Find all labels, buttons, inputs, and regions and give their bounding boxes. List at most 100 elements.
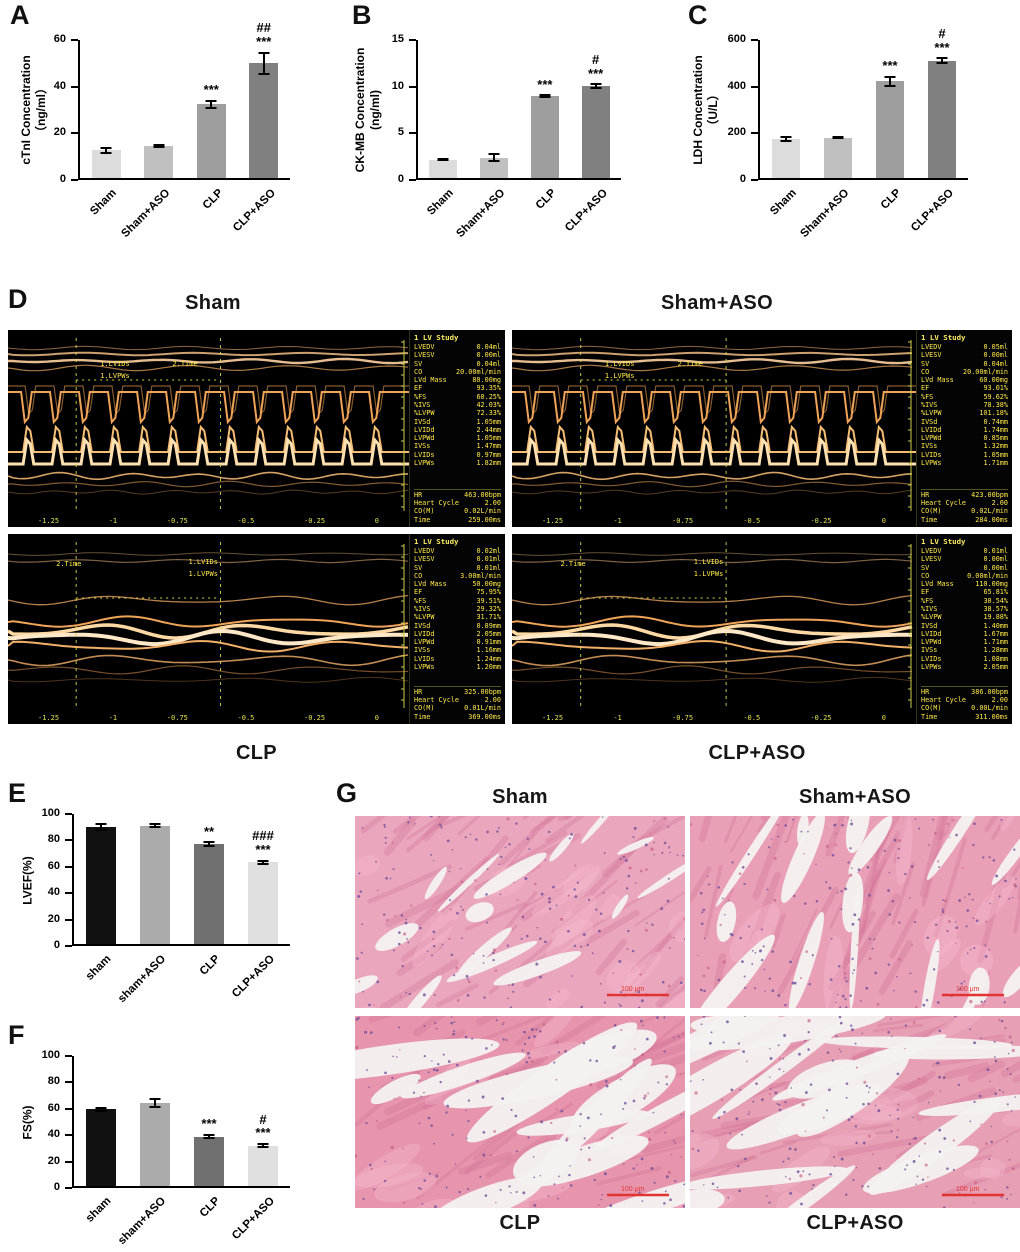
echo-param-key: CO [921,367,930,376]
x-label-cell: CLP [104,1195,223,1252]
echo-param-key: %FS [414,596,427,605]
scale-bar-label: 100 μm [621,1186,645,1193]
bar-chart-fs: *** # *** 0 20 40 60 80 100 FS(%) sham sham+ASO CLP C… [12,1026,332,1252]
error-bar [100,823,102,831]
y-axis-label-line: FS(%) [20,1105,35,1139]
y-tick-mark [65,813,72,815]
y-tick-mark [65,1134,72,1137]
echo-footer-value: 2.00 [484,696,501,705]
error-bar [100,1106,102,1112]
echo-param: %FS 59.62% [921,393,1008,401]
echo-time-tick: -0.25 [810,517,832,525]
y-axis-label-line: CK-MB Concentration [353,47,367,173]
y-tick-label: 100 [41,1049,60,1061]
echo-footer-key: HR [921,490,930,499]
bar [248,862,278,944]
y-tick-label: 0 [397,173,404,185]
error-bar [543,94,546,98]
sig-line: ** [203,823,215,839]
bar-group [760,40,812,178]
echo-param: LVIDd 1.67mm [921,630,1008,638]
echo-param-key: %FS [921,392,934,401]
echo-param-key: LVPWd [414,434,435,443]
echo-footer-item: HR 423.00bpm [921,491,1008,499]
echo-image-clp-aso: 2.Time 1.LVIDs 1.LVPWs 1 LV Study LVEDV 0.01m… [512,534,1012,724]
measurement-guides [75,338,405,511]
error-bar [442,158,445,161]
y-tick-mark [65,865,72,868]
echo-footer-key: HR [414,687,423,696]
echo-param-value: 101.18% [979,409,1008,418]
echo-param: IVSd 1.05mm [414,418,501,426]
echo-param: %IVS 78.38% [921,401,1008,409]
x-tick-label: CLP+ASO [909,187,957,235]
bar-group: ** [182,814,236,944]
echo-param: IVSd 0.89mm [414,622,501,630]
echo-footer-key: CO(M) [414,507,435,516]
bars: ** ### *** [74,814,290,944]
echo-footer-value: 2.00 [991,499,1008,508]
sig-line: # [259,1111,267,1127]
x-tick-label: sham+ASO [116,953,169,1006]
histology-title-sham: Sham [492,786,548,808]
echo-param-value: 30.54% [983,596,1008,605]
echo-param-key: LVPWd [921,638,942,647]
x-tick-label: CLP+ASO [230,187,278,235]
histology-svg: 100 μm [355,1016,685,1208]
echo-param: EF 65.81% [921,588,1008,596]
x-label-cell: Sham [1,187,119,251]
bar-group: # *** [236,1056,290,1186]
echo-footer-value: 369.00ms [468,712,501,721]
echo-time-tick: -0.75 [672,714,694,722]
echo-param-key: %FS [921,596,934,605]
bar [429,159,458,178]
echo-param: LVEDV 0.04ml [414,343,501,351]
echo-param: %LVPW 19.88% [921,613,1008,621]
echo-param: %IVS 42.03% [414,401,501,409]
bars: *** ## *** [80,21,290,178]
echo-param-key: %LVPW [414,409,435,418]
interstitial-gaps [355,1022,685,1208]
echo-footer-item: CO(M) 0.01L/min [414,704,501,712]
echo-param-value: 60.00mg [979,376,1008,385]
echo-time-tick: -0.25 [304,517,326,525]
echo-footer-item: Time 259.00ms [414,516,501,524]
echo-param-key: IVSd [414,621,431,630]
echo-footer-value: 386.00bpm [971,687,1008,696]
panel-label-e: E [8,778,27,808]
error-bar [262,1143,264,1149]
histology-caption-clp-aso: CLP+ASO [806,1212,904,1234]
sig-line: ### [252,828,274,844]
interstitial-gaps [690,816,1020,1008]
x-label-cell: CLP+ASO [491,187,610,251]
echo-param-key: CO [414,571,423,580]
echo-footer-item: HR 386.00bpm [921,688,1008,696]
echo-param-key: IVSs [921,442,938,451]
scale-bar: 100 μm [607,986,669,997]
echo-param-value: 65.81% [983,588,1008,597]
echo-annotation: 1.LVIDs [188,558,218,566]
echo-param-key: LVIDd [921,425,942,434]
y-tick-label: 0 [739,173,746,185]
echo-param: LVIDs 1.24mm [414,655,501,663]
echo-param: LVIDs 1.08mm [921,655,1008,663]
echo-footer-key: CO(M) [414,704,435,713]
y-tick-label: 20 [47,912,60,925]
echo-annotation: 1.LVPWs [693,570,724,578]
x-label-cell: sham [0,1195,114,1252]
measurement-guides [75,542,405,708]
y-tick-label: 400 [727,79,746,92]
echo-footer-value: 0.02L/min [464,507,501,516]
y-tick-label: 5 [397,126,404,139]
echo-param-key: %LVPW [921,613,942,622]
y-tick-label: 60 [53,33,66,45]
echo-param-key: IVSd [414,417,431,426]
echo-param-value: 1.24mm [476,654,501,663]
echo-param-key: LVPWs [921,458,942,467]
error-bar [941,57,943,65]
echo-param-value: 50.00mg [472,580,501,589]
bar-group [74,1056,128,1186]
echo-param: LVIDd 2.44mm [414,426,501,434]
echo-trace-svg [512,542,913,708]
echo-param: LVIDs 1.05mm [921,451,1008,459]
